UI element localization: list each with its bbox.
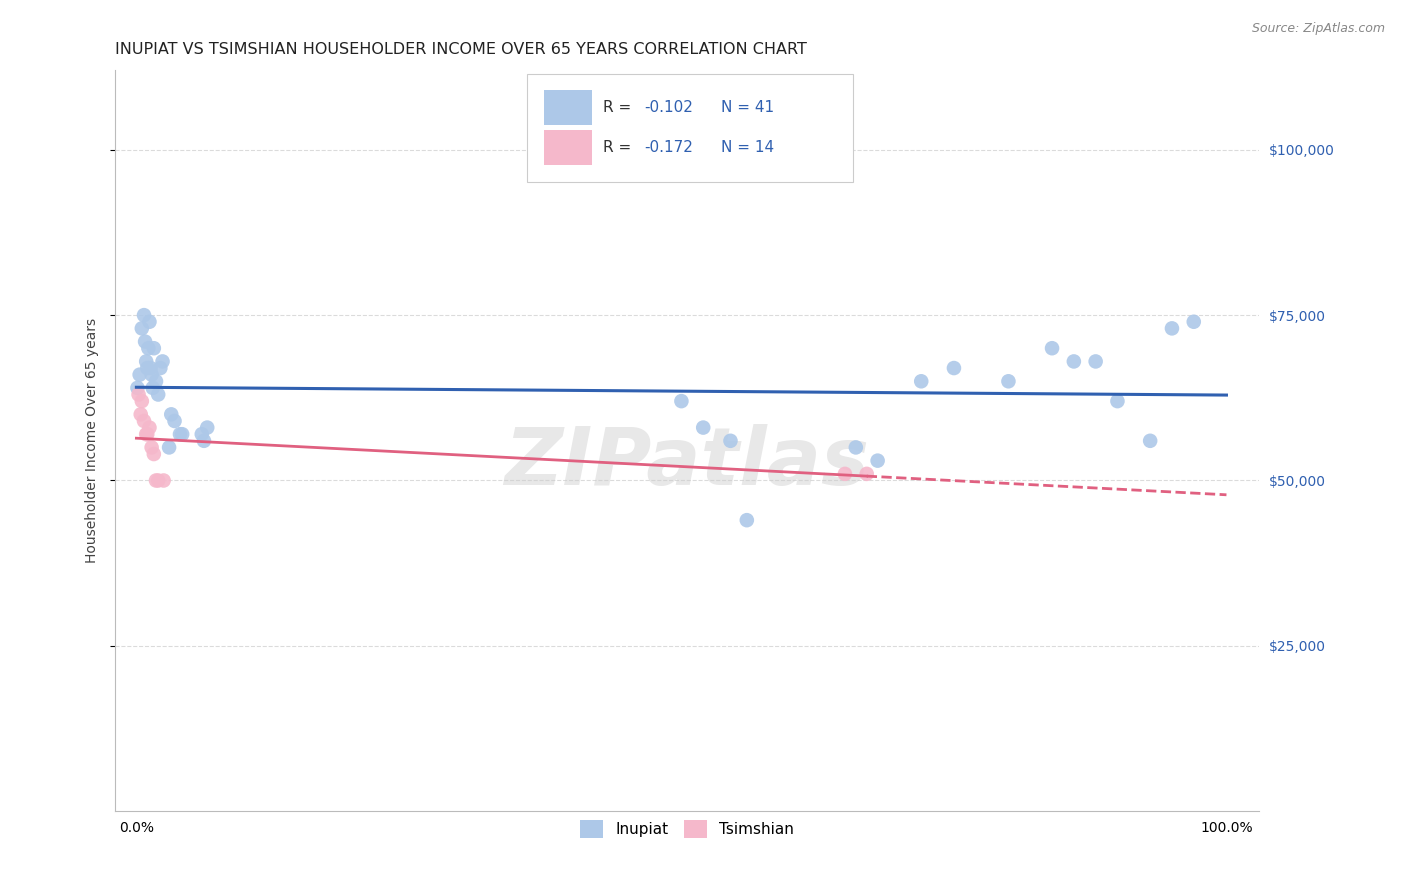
Point xyxy=(148,474,170,488)
FancyBboxPatch shape xyxy=(544,90,592,125)
Text: -0.102: -0.102 xyxy=(644,100,693,115)
Text: Source: ZipAtlas.com: Source: ZipAtlas.com xyxy=(1251,22,1385,36)
Point xyxy=(138,420,160,434)
Point xyxy=(1139,434,1161,448)
Point xyxy=(160,408,183,422)
Point xyxy=(131,394,153,409)
Point xyxy=(135,427,157,442)
Point xyxy=(1040,341,1063,355)
Point xyxy=(845,441,868,455)
Point xyxy=(127,381,149,395)
Point xyxy=(128,368,150,382)
Point xyxy=(692,420,714,434)
Text: INUPIAT VS TSIMSHIAN HOUSEHOLDER INCOME OVER 65 YEARS CORRELATION CHART: INUPIAT VS TSIMSHIAN HOUSEHOLDER INCOME … xyxy=(114,42,807,57)
Point xyxy=(152,474,174,488)
Text: -0.172: -0.172 xyxy=(644,140,693,155)
Point xyxy=(132,414,155,428)
Point xyxy=(1063,354,1085,368)
Point xyxy=(193,434,215,448)
Point xyxy=(997,374,1019,388)
Point xyxy=(148,387,170,401)
Text: R =: R = xyxy=(603,140,637,155)
Point xyxy=(163,414,186,428)
Point xyxy=(129,408,152,422)
Point xyxy=(132,308,155,322)
Point xyxy=(191,427,214,442)
Point xyxy=(866,453,889,467)
Point xyxy=(910,374,932,388)
Point xyxy=(195,420,218,434)
Point xyxy=(136,427,159,442)
Point xyxy=(136,361,159,376)
Point xyxy=(141,368,163,382)
Point xyxy=(152,354,174,368)
Point xyxy=(134,334,156,349)
Point xyxy=(157,441,180,455)
Point xyxy=(1107,394,1129,409)
Y-axis label: Householder Income Over 65 years: Householder Income Over 65 years xyxy=(86,318,100,564)
Point xyxy=(138,341,160,355)
Point xyxy=(855,467,877,481)
Point xyxy=(135,354,157,368)
Point xyxy=(1182,315,1205,329)
FancyBboxPatch shape xyxy=(527,74,853,182)
Point xyxy=(142,381,165,395)
Point xyxy=(142,341,165,355)
Text: R =: R = xyxy=(603,100,637,115)
Point xyxy=(149,361,172,376)
Point xyxy=(139,361,162,376)
Point xyxy=(142,447,165,461)
Point xyxy=(128,387,150,401)
Point xyxy=(720,434,742,448)
Point xyxy=(131,321,153,335)
Point xyxy=(1161,321,1184,335)
Point xyxy=(145,374,167,388)
Point xyxy=(834,467,856,481)
Point xyxy=(141,441,163,455)
Text: N = 41: N = 41 xyxy=(721,100,775,115)
Legend: Inupiat, Tsimshian: Inupiat, Tsimshian xyxy=(574,814,800,845)
Point xyxy=(735,513,758,527)
FancyBboxPatch shape xyxy=(544,130,592,164)
Point xyxy=(145,474,167,488)
Point xyxy=(169,427,191,442)
Text: N = 14: N = 14 xyxy=(721,140,775,155)
Text: ZIPatlas: ZIPatlas xyxy=(505,424,869,502)
Point xyxy=(942,361,965,376)
Point xyxy=(138,315,160,329)
Point xyxy=(671,394,693,409)
Point xyxy=(1084,354,1107,368)
Point xyxy=(172,427,194,442)
